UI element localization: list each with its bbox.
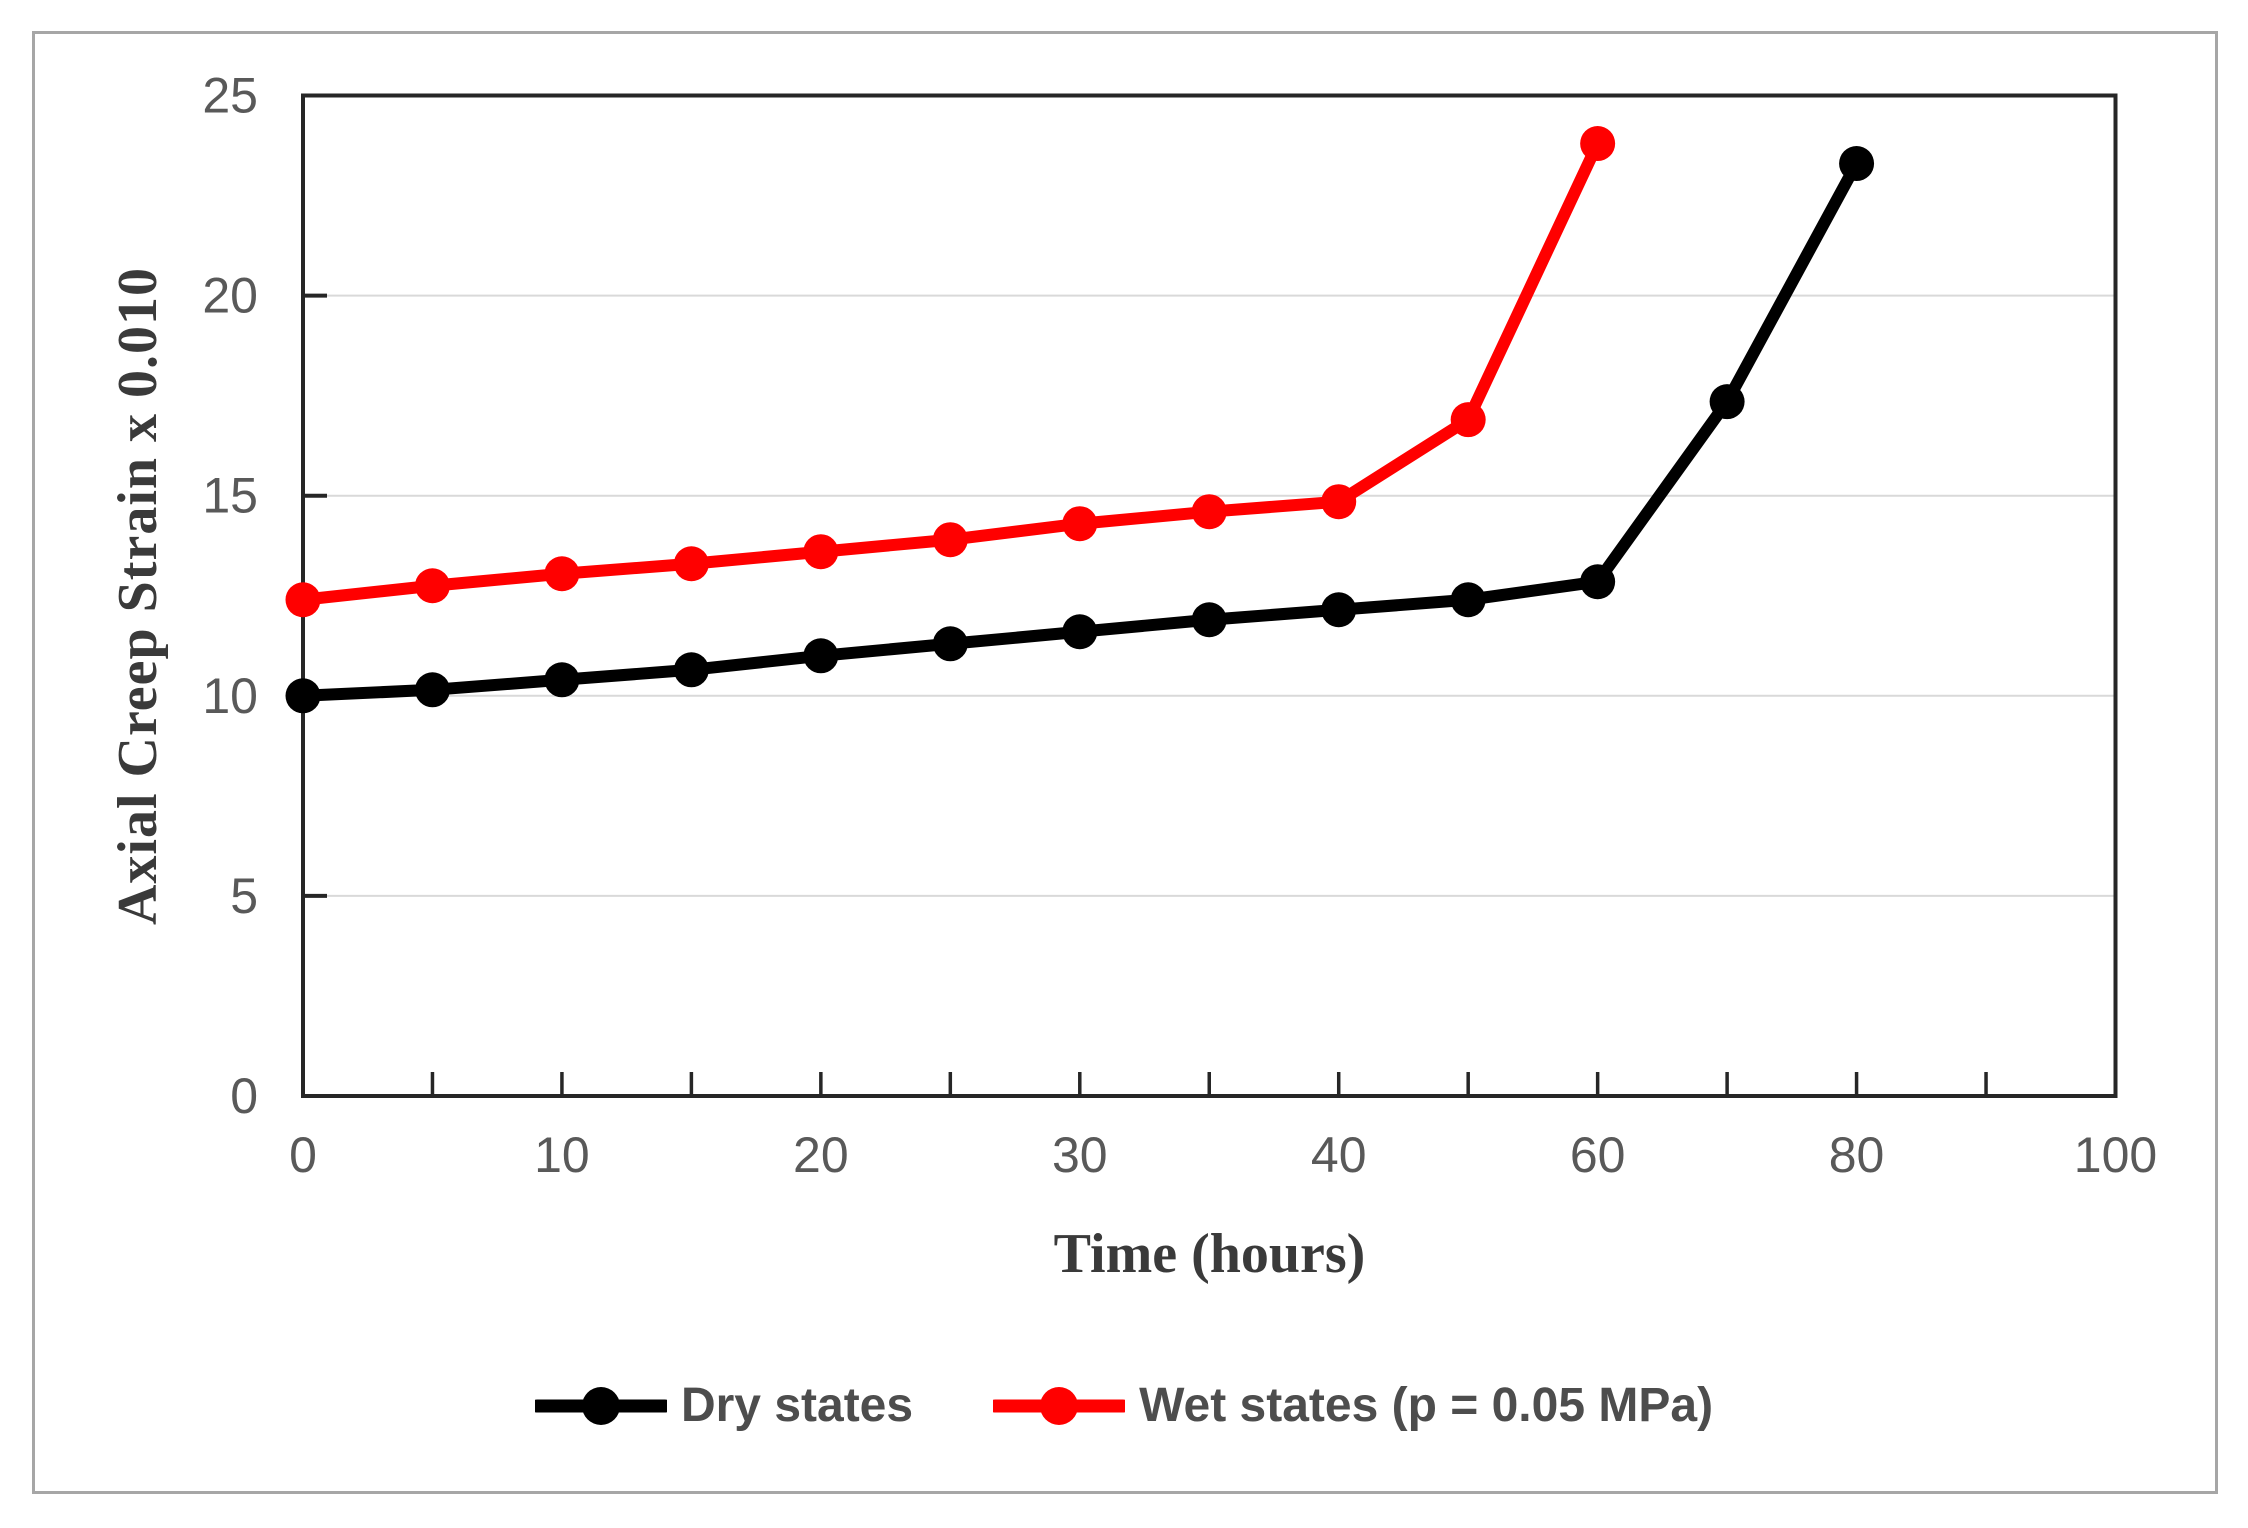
series-0-marker-25 xyxy=(932,626,968,662)
series-1-marker-0 xyxy=(285,582,321,618)
y-tick-label-10: 10 xyxy=(202,668,258,724)
line-marker-icon-black xyxy=(534,1386,667,1425)
series-0-marker-5 xyxy=(414,672,450,708)
legend-item-dry: Dry states xyxy=(534,1378,914,1433)
series-0-marker-50 xyxy=(1450,582,1486,618)
series-1-marker-10 xyxy=(544,556,580,592)
x-tick-label-100: 100 xyxy=(2074,1127,2157,1183)
series-0-marker-80 xyxy=(1839,146,1875,182)
x-axis-title: Time (hours) xyxy=(1053,1223,1366,1285)
series-0-marker-40 xyxy=(1321,592,1357,628)
x-tick-label-0: 0 xyxy=(289,1127,317,1183)
y-tick-label-25: 25 xyxy=(202,68,258,124)
series-1-marker-30 xyxy=(1062,506,1098,542)
y-tick-label-15: 15 xyxy=(202,468,258,524)
line-marker-icon-red xyxy=(993,1386,1126,1425)
y-tick-label-0: 0 xyxy=(230,1068,258,1124)
series-0-marker-30 xyxy=(1062,614,1098,650)
x-tick-label-60: 60 xyxy=(1570,1127,1626,1183)
series-1-marker-5 xyxy=(414,568,450,604)
x-tick-label-20: 20 xyxy=(793,1127,849,1183)
legend-label-dry: Dry states xyxy=(680,1379,914,1432)
series-1-marker-40 xyxy=(1321,484,1357,520)
x-tick-label-40: 40 xyxy=(1311,1127,1367,1183)
x-tick-label-10: 10 xyxy=(534,1127,590,1183)
series-1-marker-25 xyxy=(932,522,968,558)
plot-border xyxy=(301,93,2118,1098)
x-tick-label-80: 80 xyxy=(1829,1127,1885,1183)
series-1-marker-20 xyxy=(803,534,839,570)
series-0-marker-60 xyxy=(1580,564,1616,600)
series-0-marker-20 xyxy=(803,638,839,674)
legend-item-wet: Wet states (p = 0.05 MPa) xyxy=(993,1378,1713,1433)
series-0-marker-10 xyxy=(544,662,580,698)
legend-label-wet: Wet states (p = 0.05 MPa) xyxy=(1139,1379,1714,1432)
series-0-marker-35 xyxy=(1191,602,1227,638)
y-axis-title: Axial Creep Strain x 0.010 xyxy=(107,266,169,926)
x-tick-label-30: 30 xyxy=(1052,1127,1108,1183)
figure-border xyxy=(32,31,2218,1494)
y-tick-label-20: 20 xyxy=(202,268,258,324)
series-1-marker-50 xyxy=(1450,402,1486,438)
series-0-marker-15 xyxy=(673,652,709,688)
legend: Dry states Wet states (p = 0.05 MPa) xyxy=(0,1378,2248,1433)
series-0-marker-70 xyxy=(1709,384,1745,420)
series-1-marker-15 xyxy=(673,546,709,582)
y-tick-label-5: 5 xyxy=(230,868,258,924)
series-0-marker-0 xyxy=(285,678,321,714)
series-1-marker-35 xyxy=(1191,494,1227,530)
series-1-marker-60 xyxy=(1580,126,1616,162)
